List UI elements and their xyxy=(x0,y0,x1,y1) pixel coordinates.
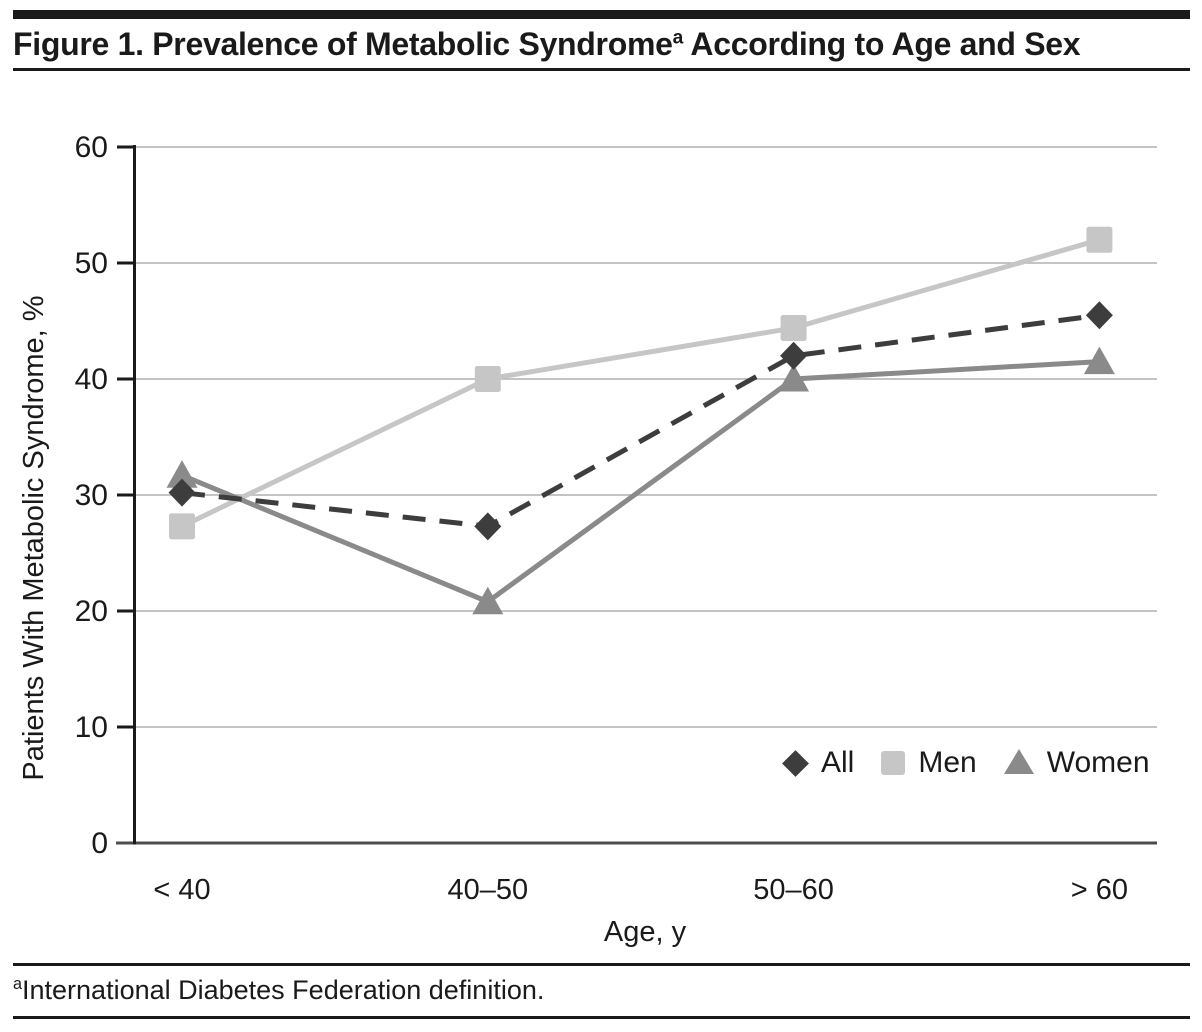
legend-label-men: Men xyxy=(918,746,977,779)
title-divider-rule xyxy=(13,68,1190,71)
x-category-label-2: 50–60 xyxy=(753,874,834,906)
y-tick-label-20: 20 xyxy=(75,595,108,628)
diamond-icon xyxy=(782,749,809,777)
y-tick-label-30: 30 xyxy=(75,479,108,512)
y-axis-title: Patients With Metabolic Syndrome, % xyxy=(18,295,50,780)
legend-label-all: All xyxy=(821,746,855,779)
series-marker-all-1 xyxy=(474,512,502,541)
series-line-women xyxy=(181,359,1100,605)
series-marker-men-0 xyxy=(169,513,195,540)
series-marker-all-0 xyxy=(168,478,196,507)
footnote: aInternational Diabetes Federation defin… xyxy=(13,975,1190,1006)
figure-title-rest: According to Age and Sex xyxy=(682,26,1081,62)
figure-title-superscript: a xyxy=(672,27,684,49)
legend-item-women: Women xyxy=(1003,740,1150,786)
legend-item-all: All xyxy=(782,740,855,786)
x-category-label-0: < 40 xyxy=(153,874,210,906)
series-marker-women-2 xyxy=(778,364,810,392)
series-marker-men-3 xyxy=(1086,226,1113,253)
series-marker-men-2 xyxy=(780,314,807,341)
y-tick-label-60: 60 xyxy=(75,131,108,164)
series-marker-all-2 xyxy=(780,341,808,370)
series-line-men xyxy=(180,237,1101,529)
triangle-icon xyxy=(1003,749,1034,774)
series-marker-women-3 xyxy=(1083,346,1115,375)
square-icon xyxy=(881,751,906,775)
series-line-all xyxy=(181,312,1100,529)
series-marker-women-0 xyxy=(166,460,198,488)
legend-label-women: Women xyxy=(1046,746,1150,779)
y-tick-label-50: 50 xyxy=(75,247,108,280)
series-marker-all-3 xyxy=(1085,301,1113,330)
y-tick-label-0: 0 xyxy=(91,827,108,860)
y-tick-label-10: 10 xyxy=(75,711,108,744)
x-axis-title: Age, y xyxy=(604,916,687,948)
footnote-text: International Diabetes Federation defini… xyxy=(22,975,545,1005)
y-tick-label-40: 40 xyxy=(75,363,108,396)
footnote-bottom-rule xyxy=(13,1016,1190,1019)
footnote-superscript: a xyxy=(13,975,23,993)
series-marker-women-1 xyxy=(472,586,504,615)
x-category-label-3: > 60 xyxy=(1071,874,1128,906)
series-marker-men-1 xyxy=(474,366,501,392)
footnote-top-rule xyxy=(13,963,1190,966)
figure-title: Figure 1. Prevalence of Metabolic Syndro… xyxy=(13,26,1190,63)
legend-item-men: Men xyxy=(881,740,977,786)
figure-title-main: Figure 1. Prevalence of Metabolic Syndro… xyxy=(13,26,673,62)
title-top-bar xyxy=(13,10,1190,19)
x-category-label-1: 40–50 xyxy=(447,874,528,906)
chart-legend: All Men Women xyxy=(782,740,1150,786)
